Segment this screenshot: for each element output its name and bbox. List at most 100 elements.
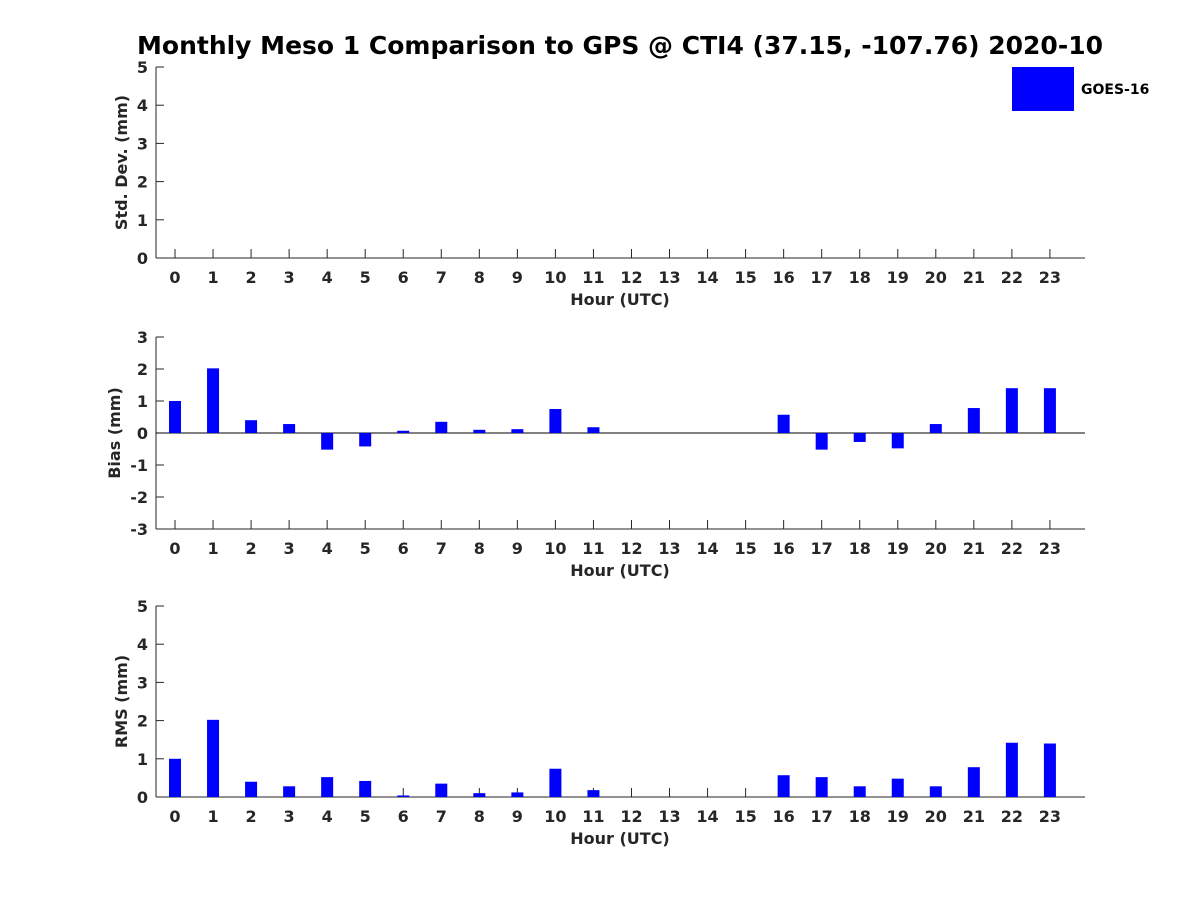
rms-x-tick-label: 8 (474, 807, 485, 826)
bias-bar (359, 433, 372, 447)
rms-bar (511, 792, 524, 797)
bias-bar (283, 424, 296, 433)
std-dev-x-tick-label: 5 (360, 268, 371, 287)
bias-x-tick-label: 14 (696, 539, 718, 558)
rms-x-tick-label: 10 (544, 807, 566, 826)
std-dev-x-tick-label: 14 (696, 268, 718, 287)
bias-bar (473, 429, 486, 433)
std-dev-x-tick-label: 3 (284, 268, 295, 287)
std-dev-x-tick-label: 15 (734, 268, 756, 287)
rms-x-axis-label: Hour (UTC) (570, 829, 670, 848)
rms-y-tick-label: 4 (137, 635, 148, 654)
rms-x-tick-label: 22 (1001, 807, 1023, 826)
bias-x-tick-label: 6 (398, 539, 409, 558)
rms-x-tick-label: 13 (658, 807, 680, 826)
rms-x-tick-label: 5 (360, 807, 371, 826)
rms-x-tick-label: 20 (925, 807, 947, 826)
rms-bar (359, 780, 372, 797)
rms-bar (967, 767, 980, 797)
std-dev-y-tick-label: 4 (137, 96, 148, 115)
bias-x-tick-label: 20 (925, 539, 947, 558)
rms-bar (549, 768, 562, 797)
rms-x-tick-label: 19 (887, 807, 909, 826)
rms-bar (1043, 743, 1056, 797)
bias-x-tick-label: 2 (246, 539, 257, 558)
legend: GOES-16 (1012, 67, 1149, 111)
std-dev-y-tick-label: 1 (137, 211, 148, 230)
std-dev-x-tick-label: 23 (1039, 268, 1061, 287)
rms-bar (245, 781, 258, 797)
std-dev-x-tick-label: 1 (207, 268, 218, 287)
rms-bar (777, 775, 790, 797)
bias-x-tick-label: 10 (544, 539, 566, 558)
bias-x-tick-label: 9 (512, 539, 523, 558)
rms-x-tick-label: 4 (322, 807, 333, 826)
bias-bar (245, 420, 258, 433)
bias-x-tick-label: 15 (734, 539, 756, 558)
rms-x-tick-label: 14 (696, 807, 718, 826)
bias-x-tick-label: 17 (811, 539, 833, 558)
bias-bar (891, 433, 904, 449)
std-dev-x-tick-label: 2 (246, 268, 257, 287)
bias-x-tick-label: 1 (207, 539, 218, 558)
rms-bar (473, 793, 486, 797)
bias-x-axis-label: Hour (UTC) (570, 561, 670, 580)
bias-bar (435, 421, 448, 433)
bias-x-tick-label: 13 (658, 539, 680, 558)
rms-x-tick-label: 12 (620, 807, 642, 826)
bias-x-tick-label: 12 (620, 539, 642, 558)
bias-bar (549, 409, 562, 433)
std-dev-x-axis-label: Hour (UTC) (570, 290, 670, 309)
bias-bar (853, 433, 866, 442)
rms-y-tick-label: 5 (137, 597, 148, 616)
chart-title: Monthly Meso 1 Comparison to GPS @ CTI4 … (137, 31, 1103, 60)
bias-x-tick-label: 7 (436, 539, 447, 558)
bias-y-tick-label: 3 (137, 328, 148, 347)
std-dev-y-tick-label: 5 (137, 58, 148, 77)
std-dev-x-tick-label: 20 (925, 268, 947, 287)
std-dev-x-tick-label: 9 (512, 268, 523, 287)
rms-x-tick-label: 15 (734, 807, 756, 826)
std-dev-x-tick-label: 6 (398, 268, 409, 287)
bias-x-tick-label: 3 (284, 539, 295, 558)
bias-x-tick-label: 8 (474, 539, 485, 558)
std-dev-y-tick-label: 3 (137, 134, 148, 153)
rms-y-tick-label: 2 (137, 712, 148, 731)
legend-swatch (1012, 67, 1074, 111)
rms-y-tick-label: 1 (137, 750, 148, 769)
legend-label: GOES-16 (1081, 82, 1149, 98)
rms-x-tick-label: 11 (582, 807, 604, 826)
rms-x-tick-label: 9 (512, 807, 523, 826)
bias-x-tick-label: 18 (849, 539, 871, 558)
rms-x-tick-label: 0 (169, 807, 180, 826)
rms-y-tick-label: 0 (137, 788, 148, 807)
bias-bar (1005, 388, 1018, 433)
bias-bar (929, 424, 942, 433)
bias-y-axis-label: Bias (mm) (105, 387, 124, 479)
bias-y-tick-label: -3 (130, 520, 148, 539)
rms-x-tick-label: 7 (436, 807, 447, 826)
std-dev-y-tick-label: 0 (137, 249, 148, 268)
rms-y-tick-label: 3 (137, 673, 148, 692)
rms-bar (891, 778, 904, 797)
bias-x-tick-label: 5 (360, 539, 371, 558)
std-dev-x-tick-label: 17 (811, 268, 833, 287)
std-dev-x-tick-label: 7 (436, 268, 447, 287)
rms-x-tick-label: 3 (284, 807, 295, 826)
std-dev-x-tick-label: 4 (322, 268, 333, 287)
rms-bar (587, 790, 600, 797)
rms-y-axis-label: RMS (mm) (112, 655, 131, 748)
rms-bar (853, 786, 866, 797)
std-dev-x-tick-label: 18 (849, 268, 871, 287)
bias-y-tick-label: 1 (137, 392, 148, 411)
std-dev-x-tick-label: 10 (544, 268, 566, 287)
bias-x-tick-label: 19 (887, 539, 909, 558)
bias-bar (207, 368, 220, 433)
rms-x-tick-label: 16 (773, 807, 795, 826)
bias-y-tick-label: -2 (130, 488, 148, 507)
rms-bar (169, 758, 181, 797)
